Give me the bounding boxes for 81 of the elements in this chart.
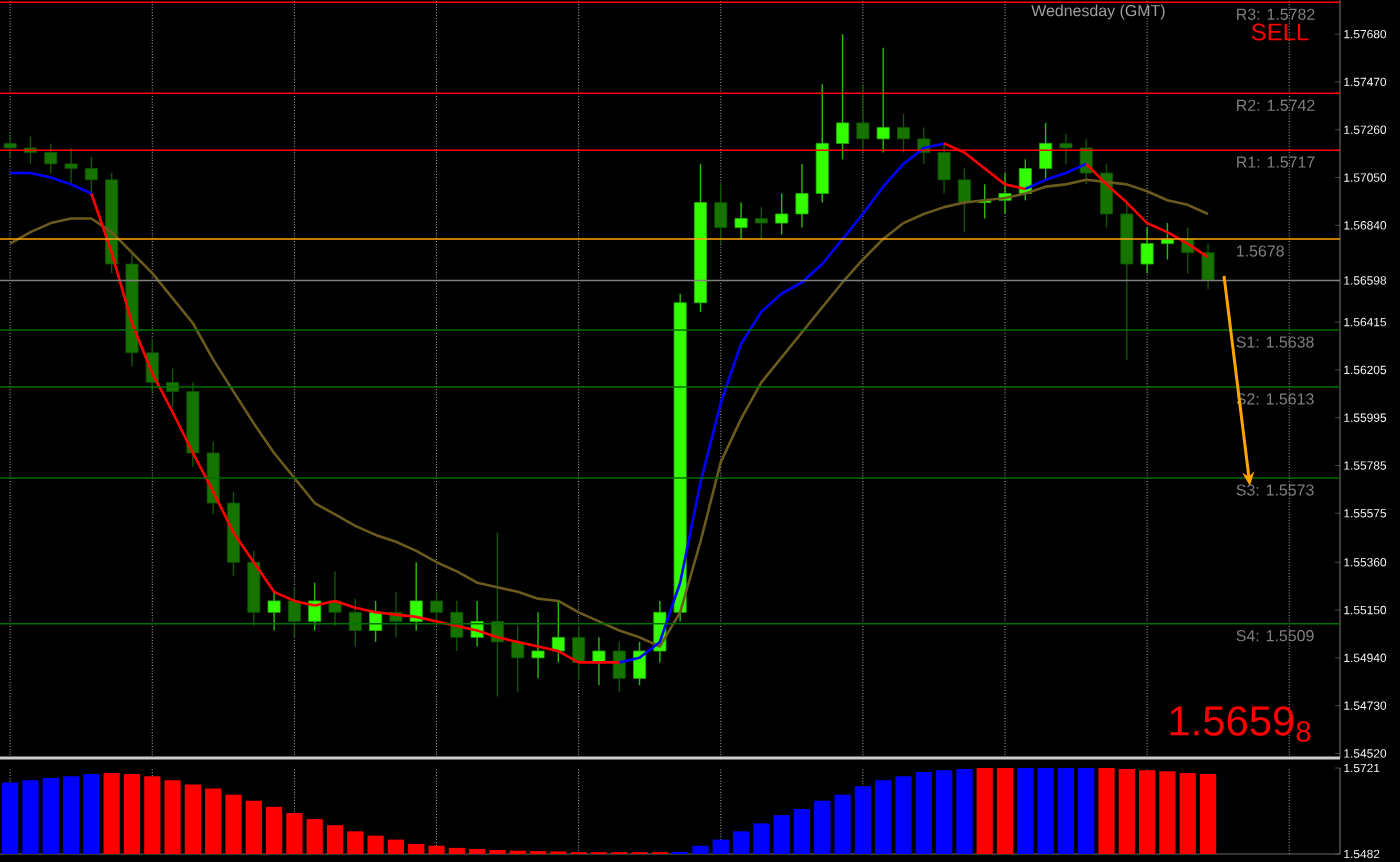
candlestick (44, 142, 58, 174)
candlestick (592, 636, 606, 686)
bar (834, 794, 851, 854)
bar (103, 773, 120, 854)
annotation: 1.5659$_{8}$ (1170, 706, 1311, 742)
bar (184, 784, 201, 854)
candlestick (612, 641, 626, 693)
bar (996, 768, 1014, 854)
bar (22, 780, 39, 854)
bar (2, 782, 19, 854)
candlestick (3, 133, 17, 158)
bar (205, 788, 222, 854)
bar (712, 839, 729, 854)
bar (62, 776, 80, 854)
annotation: SELL (1251, 23, 1309, 41)
bar (387, 839, 405, 854)
candlestick (1059, 133, 1073, 165)
bar (326, 825, 344, 854)
bar (1098, 768, 1115, 854)
bar (814, 800, 831, 854)
candlestick (551, 600, 565, 664)
candlestick (795, 163, 809, 229)
bar (753, 823, 770, 854)
bar (245, 800, 262, 854)
candlestick (572, 625, 586, 682)
bar (1179, 773, 1196, 854)
bar (123, 774, 141, 854)
candlestick (348, 597, 362, 648)
bar (164, 780, 181, 854)
bar (773, 815, 790, 854)
bar (875, 780, 892, 854)
bar (367, 835, 384, 854)
bar (144, 776, 161, 854)
bar (286, 812, 303, 854)
bar (915, 771, 932, 854)
candlestick (64, 147, 78, 186)
bar (265, 806, 283, 854)
candlestick (1140, 226, 1154, 274)
bar (1078, 768, 1095, 854)
candlestick (1039, 122, 1053, 181)
candlestick (754, 206, 768, 240)
candlestick (714, 183, 728, 245)
bar (1139, 770, 1156, 854)
candlestick (775, 192, 789, 236)
bar (956, 769, 973, 854)
bar (1057, 768, 1075, 854)
candlestick (937, 142, 951, 195)
candlestick (287, 586, 301, 639)
bar (854, 786, 872, 854)
bar (1017, 768, 1034, 854)
bar (793, 809, 811, 854)
candlestick (856, 83, 870, 154)
candlestick (531, 611, 545, 680)
bar (976, 768, 993, 854)
candlestick (957, 167, 971, 233)
bar (1199, 774, 1217, 854)
bar (935, 770, 953, 854)
candlestick (267, 591, 281, 632)
candlestick (876, 47, 890, 154)
bar (428, 845, 445, 854)
candlestick (897, 113, 910, 154)
candlestick (1201, 242, 1215, 290)
candlestick (430, 591, 444, 627)
bar (347, 831, 364, 854)
bar (448, 847, 465, 854)
bar (1118, 769, 1135, 854)
candlestick (836, 33, 850, 161)
bar (469, 848, 486, 854)
bar (1159, 771, 1176, 854)
bar (42, 778, 59, 854)
bar (225, 794, 242, 854)
candlestick (633, 641, 647, 686)
bar (408, 843, 425, 854)
bar (306, 819, 323, 854)
candlestick (84, 156, 98, 195)
bar (83, 774, 100, 854)
candlestick (734, 201, 748, 240)
bar (1037, 768, 1054, 854)
bar (895, 776, 912, 854)
bar (732, 831, 750, 854)
bar (692, 845, 709, 854)
